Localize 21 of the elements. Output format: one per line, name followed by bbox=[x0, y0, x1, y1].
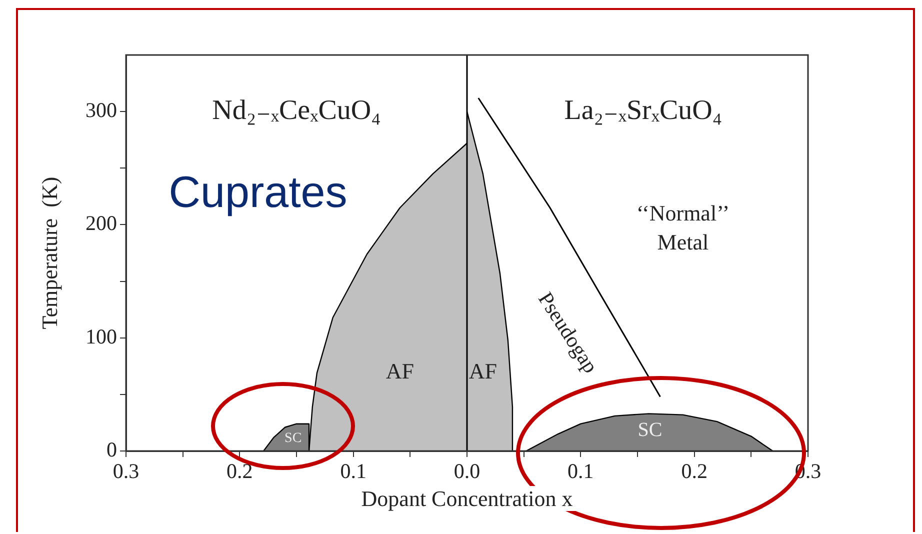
annotation: Metal bbox=[657, 230, 709, 255]
annotation: SC bbox=[638, 418, 662, 441]
x-tick-label: 0.2 bbox=[681, 459, 708, 484]
y-tick-label: 200 bbox=[86, 211, 117, 236]
y-tick-label: 300 bbox=[86, 98, 117, 122]
y-tick-label: 0 bbox=[106, 438, 117, 462]
y-tick-label: 100 bbox=[86, 324, 117, 348]
annotation: AF bbox=[386, 358, 414, 384]
annotation: Nd₂₋ₓCeₓCuO₄ bbox=[212, 94, 381, 126]
text: Cuprates bbox=[168, 168, 348, 218]
annotation: SC bbox=[284, 431, 302, 446]
x-tick-label: 0.1 bbox=[568, 459, 594, 484]
annotation: AF bbox=[468, 358, 497, 384]
annotation: La₂₋ₓSrₓCuO₄ bbox=[564, 94, 722, 126]
y-axis-title: Temperature (K) bbox=[36, 176, 62, 330]
x-tick-label: 0.1 bbox=[340, 459, 366, 484]
x-axis-title: Dopant Concentration x bbox=[358, 486, 576, 511]
annotation: ‘‘Normal’’ bbox=[636, 200, 730, 226]
x-tick-label: 0.2 bbox=[226, 459, 253, 484]
x-tick-label: 0.0 bbox=[454, 459, 480, 484]
x-tick-label: 0.3 bbox=[112, 459, 140, 484]
